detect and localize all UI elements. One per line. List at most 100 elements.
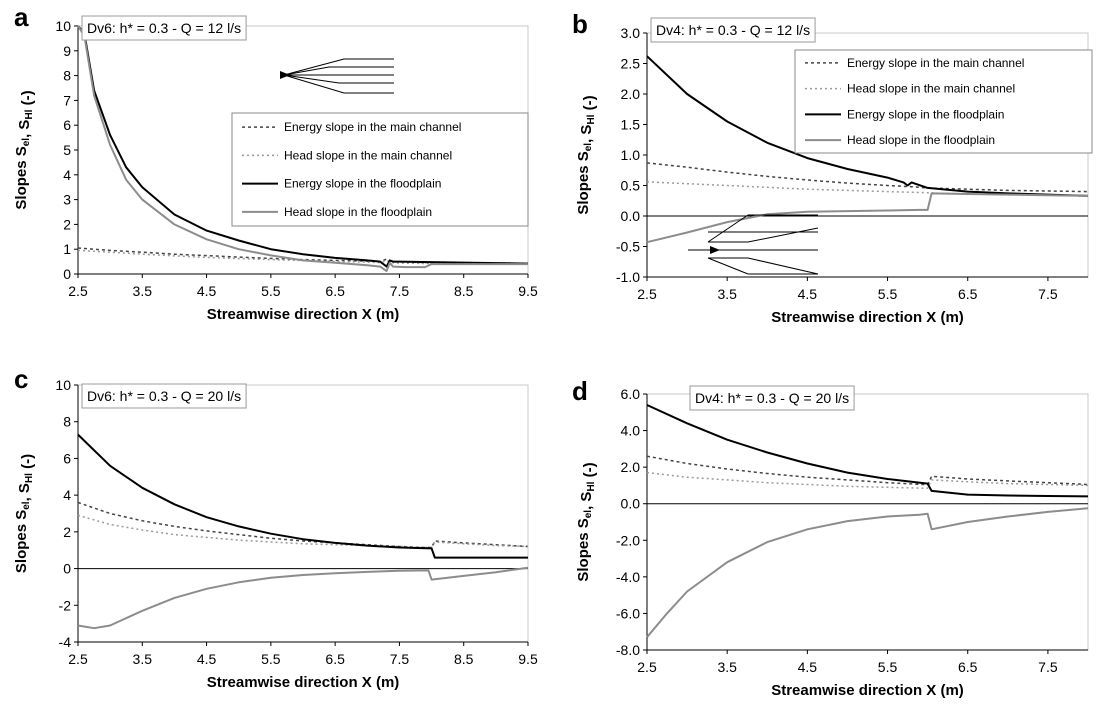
y-tick-label: 10 <box>55 18 71 34</box>
x-tick-label: 7.5 <box>390 283 410 299</box>
channel-schematic-inset <box>280 58 394 94</box>
schematic-arrow-icon <box>710 246 720 254</box>
y-tick-label: 9 <box>63 43 71 59</box>
series-line-1 <box>646 455 1089 486</box>
x-tick-label: 8.5 <box>454 651 474 667</box>
y-axis-label: Slopes Sel, SHl (-) <box>13 454 36 573</box>
panel-d: -8.0 -6.0 -4.0 -2.0 0.0 2.0 4.0 6.0 2.5 3.5 4.5 5.5… <box>572 376 1089 699</box>
x-tick-label: 4.5 <box>197 283 217 299</box>
condition-label: Dv4: h* = 0.3 - Q = 12 l/s <box>656 22 810 38</box>
legend-label-2: Head slope in the main channel <box>847 82 1015 96</box>
y-tick-label: 10 <box>55 377 71 393</box>
y-tick-label: -4.0 <box>616 569 640 585</box>
series-line-4 <box>646 507 1089 638</box>
x-tick-label: 3.5 <box>133 651 153 667</box>
x-tick-label: 2.5 <box>68 651 88 667</box>
y-tick-label: 2.0 <box>621 459 641 475</box>
y-tick-label: 2 <box>63 524 71 540</box>
plot-frame <box>646 393 1089 651</box>
legend-label-3: Energy slope in the floodplain <box>284 177 441 191</box>
x-tick-label: 3.5 <box>717 659 737 675</box>
panel-letter: b <box>572 9 588 39</box>
y-tick-label: -4 <box>59 634 72 650</box>
y-tick-label: 2.5 <box>621 56 641 72</box>
legend-label-2: Head slope in the main channel <box>284 148 452 162</box>
condition-box <box>81 383 247 409</box>
legend-label-4: Head slope in the floodplain <box>284 205 432 219</box>
panel-letter: d <box>572 376 588 406</box>
x-tick-label: 7.5 <box>390 651 410 667</box>
y-tick-label: -2.0 <box>616 532 640 548</box>
schematic-wall <box>283 74 394 94</box>
series-line-3 <box>646 404 1089 498</box>
schematic-wall <box>707 257 749 275</box>
x-tick-label: 3.5 <box>133 283 153 299</box>
series-line-4 <box>77 566 529 630</box>
panel-a: 0 1 2 3 4 5 6 7 8 9 10 2.5 3.5 4.5 5.5 6.5 7.5 8.5 9.5 Stre… <box>13 2 538 323</box>
y-tick-label: 4 <box>63 167 71 183</box>
legend-label-1: Energy slope in the main channel <box>847 56 1024 70</box>
schematic-arrow-icon <box>280 71 290 79</box>
condition-box <box>689 385 855 411</box>
y-tick-label: 3 <box>63 192 71 208</box>
series-line-3 <box>77 433 528 559</box>
x-tick-label: 9.5 <box>518 651 538 667</box>
y-tick-label: 5 <box>63 142 71 158</box>
x-axis-label: Streamwise direction X (m) <box>207 674 400 691</box>
condition-label: Dv6: h* = 0.3 - Q = 12 l/s <box>87 20 241 36</box>
channel-schematic-inset <box>688 214 819 275</box>
legend-label-1: Energy slope in the main channel <box>284 120 461 134</box>
panel-b: -1.0 -0.5 0.0 0.5 1.0 1.5 2.0 2.5 3.0 2.5 3.5 4.5 5.… <box>572 9 1093 326</box>
x-tick-label: 7.5 <box>1038 286 1058 302</box>
y-tick-label: 4.0 <box>621 423 641 439</box>
condition-label: Dv6: h* = 0.3 - Q = 20 l/s <box>87 388 241 404</box>
condition-label: Dv4: h* = 0.3 - Q = 20 l/s <box>695 390 849 406</box>
y-tick-label: -1.0 <box>616 269 640 285</box>
y-tick-label: 2.0 <box>621 86 641 102</box>
y-axis-label: Slopes Sel, SHl (-) <box>13 90 36 209</box>
y-tick-label: -6.0 <box>616 605 640 621</box>
condition-box <box>81 15 247 41</box>
schematic-wall <box>283 58 394 76</box>
panel-c: -4 -2 0 2 4 6 8 10 2.5 3.5 4.5 5.5 6.5 7.5 8.5 9.5 Strea… <box>13 364 538 691</box>
schematic-wall <box>283 74 394 84</box>
x-tick-label: 7.5 <box>1038 659 1058 675</box>
x-tick-label: 8.5 <box>454 283 474 299</box>
y-axis-label: Slopes Sel, SHl (-) <box>575 462 598 581</box>
y-tick-label: 6 <box>63 450 71 466</box>
x-tick-label: 4.5 <box>798 286 818 302</box>
y-tick-label: 8 <box>63 414 71 430</box>
legend-label-4: Head slope in the floodplain <box>847 133 995 147</box>
y-axis-label: Slopes Sel, SHl (-) <box>575 95 598 214</box>
y-tick-label: -8.0 <box>616 642 640 658</box>
y-tick-label: 1.5 <box>621 117 641 133</box>
series-line-3 <box>77 25 529 268</box>
y-tick-label: 0.5 <box>621 178 641 194</box>
y-tick-label: 0 <box>63 561 71 577</box>
schematic-wall <box>707 214 749 243</box>
condition-box <box>650 17 816 43</box>
legend-box <box>231 112 529 227</box>
y-tick-label: 1.0 <box>621 147 641 163</box>
x-tick-label: 3.5 <box>717 286 737 302</box>
x-tick-label: 5.5 <box>878 286 898 302</box>
x-tick-label: 5.5 <box>261 651 281 667</box>
y-tick-label: 0 <box>63 266 71 282</box>
legend-box <box>794 49 1093 154</box>
series-line-1 <box>646 162 1089 193</box>
schematic-wall <box>708 257 819 275</box>
x-tick-label: 6.5 <box>958 659 978 675</box>
x-axis-label: Streamwise direction X (m) <box>771 309 964 326</box>
y-tick-label: 1 <box>63 241 71 257</box>
y-tick-label: 7 <box>63 92 71 108</box>
panel-letter: c <box>14 364 28 394</box>
series-line-3 <box>646 55 1089 197</box>
series-line-4 <box>646 192 1089 244</box>
x-axis-label: Streamwise direction X (m) <box>207 306 400 323</box>
series-line-1 <box>77 501 529 549</box>
y-tick-label: 0.0 <box>621 496 641 512</box>
x-tick-label: 4.5 <box>798 659 818 675</box>
legend-label-3: Energy slope in the floodplain <box>847 107 1004 121</box>
x-tick-label: 5.5 <box>261 283 281 299</box>
